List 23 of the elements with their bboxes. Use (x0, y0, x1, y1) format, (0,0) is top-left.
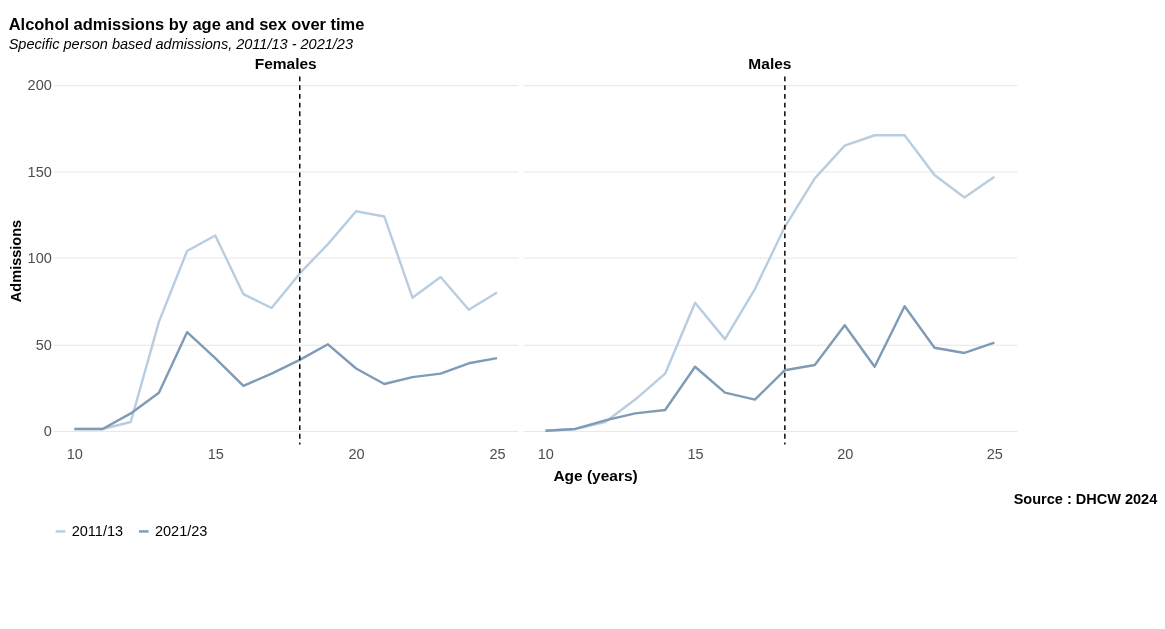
x-axis-title: Age (years) (553, 467, 638, 485)
x-tick-label: 25 (489, 445, 506, 462)
chart-title: Females (254, 55, 317, 72)
x-tick-label: 20 (837, 445, 854, 462)
line-series (73, 330, 499, 431)
x-tick-label: 15 (207, 445, 224, 462)
text: Alcohol admissions by age and sex over time (8, 15, 365, 34)
x-tick-label: 25 (986, 445, 1003, 462)
x-tick-label: 10 (537, 445, 554, 462)
chart-title: Males (748, 55, 792, 72)
y-axis-title: Admissions (7, 219, 24, 303)
y-tick-label: 150 (27, 163, 52, 180)
legend-label: 2011/13 (71, 523, 124, 540)
x-tick-label: 15 (687, 445, 704, 462)
legend-label: 2021/23 (154, 523, 208, 540)
x-tick-label: 20 (348, 445, 365, 462)
text: Specific person based admissions, 2011/13 - 2021/23 (8, 35, 353, 52)
source-note: Source : DHCW 2024 (1013, 490, 1158, 507)
y-tick-label: 50 (35, 336, 52, 353)
y-tick-label: 0 (43, 423, 52, 440)
y-tick-label: 200 (27, 77, 52, 94)
x-tick-label: 10 (66, 445, 83, 462)
y-tick-label: 100 (27, 250, 52, 267)
